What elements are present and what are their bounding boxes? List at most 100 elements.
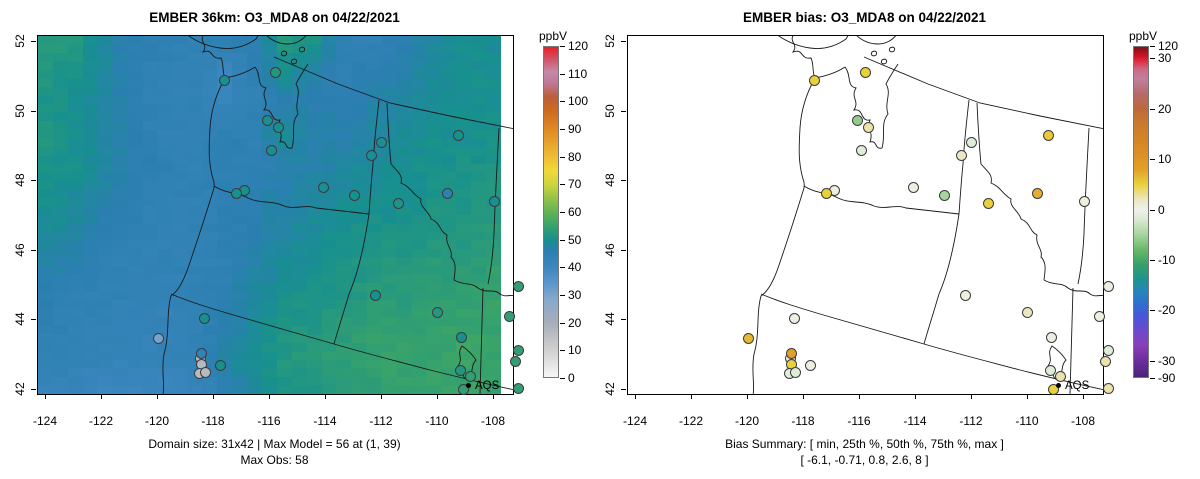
colorbar-tick-label: 120 (1158, 39, 1179, 53)
y-tick-label: 52 (603, 34, 617, 48)
station-dot (375, 136, 387, 148)
y-tick-label: 42 (13, 382, 27, 396)
colorbar-tick-label: 10 (1158, 152, 1172, 167)
y-tick-mark (621, 249, 626, 251)
y-tick-mark (621, 110, 626, 112)
station-dot (1093, 310, 1105, 322)
x-tick-label: -108 (480, 414, 506, 428)
colorbar-tick-label: 50 (568, 232, 582, 247)
colorbar-tick-label: 20 (1158, 101, 1172, 116)
y-tick-mark (621, 389, 626, 390)
station-dot (452, 129, 464, 141)
station-dot (1054, 370, 1066, 382)
y-tick-mark (31, 319, 36, 321)
station-dot (1031, 187, 1043, 199)
colorbar-tick-mark (560, 212, 565, 213)
station-dot (392, 197, 404, 209)
station-dot (907, 181, 919, 193)
station-dot (512, 344, 524, 356)
coastline-borders-layer (162, 36, 513, 394)
x-tick-mark (437, 394, 438, 399)
coastline-borders-layer (752, 36, 1103, 394)
x-tick-label: -122 (678, 414, 704, 428)
colorbar-tick-mark (560, 129, 565, 130)
colorbar-tick-mark (560, 73, 565, 75)
station-dot (457, 383, 469, 395)
colorbar-tick-mark (1150, 360, 1155, 362)
colorbar-tick-label: 70 (568, 177, 582, 192)
x-tick-label: -114 (903, 414, 927, 428)
x-tick-label: -118 (791, 414, 815, 428)
station-dot (965, 136, 977, 148)
station-dot (982, 197, 994, 209)
x-tick-label: -120 (734, 414, 760, 428)
colorbar-tick-mark (1150, 58, 1155, 60)
x-tick-label: -122 (88, 414, 114, 428)
colorbar-tick-label: 40 (568, 260, 582, 275)
x-tick-mark (803, 394, 804, 399)
bias-caption-line1: Bias Summary: [ min, 25th %, 50th %, 75t… (725, 437, 1004, 451)
station-dot (512, 280, 524, 292)
model-raster-heatmap (38, 36, 501, 394)
colorbar-unit-label: ppbV (1129, 29, 1158, 43)
station-dot (269, 66, 281, 78)
x-tick-mark (493, 394, 494, 399)
colorbar-tick-mark (1150, 259, 1155, 261)
colorbar-tick-label: 20 (568, 315, 582, 330)
station-dot (348, 189, 360, 201)
x-tick-label: -112 (369, 414, 393, 428)
station-dot (1045, 331, 1057, 343)
bias-colorbar-gradient (1133, 46, 1149, 378)
colorbar-tick-mark (1150, 159, 1155, 161)
colorbar-tick-mark (1150, 378, 1155, 379)
station-dot (742, 332, 754, 344)
x-tick-mark (691, 394, 692, 399)
x-tick-mark (269, 394, 270, 399)
station-dot (454, 364, 466, 376)
colorbar-tick-label: 120 (568, 39, 589, 53)
colorbar-tick-mark (560, 350, 565, 352)
station-dot (859, 66, 871, 78)
colorbar-tick-mark (560, 46, 565, 47)
station-dot (198, 312, 210, 324)
station-dot (369, 289, 381, 301)
x-tick-label: -120 (144, 414, 170, 428)
y-tick-label: 46 (603, 243, 617, 257)
bias-panel-title: EMBER bias: O3_MDA8 on 04/22/2021 (742, 10, 987, 25)
bias-map-plot-area: AQS (627, 35, 1114, 395)
station-dot (785, 347, 797, 359)
model-caption-line2: Max Obs: 58 (240, 453, 309, 467)
colorbar-tick-mark (560, 378, 565, 379)
model-caption-line1: Domain size: 31x42 | Max Model = 56 at (… (148, 437, 401, 451)
y-tick-label: 50 (603, 103, 617, 118)
y-tick-mark (621, 180, 626, 182)
aqs-legend: AQS (1056, 380, 1089, 392)
y-tick-mark (621, 41, 626, 42)
y-tick-label: 44 (13, 312, 27, 327)
station-dot (509, 355, 521, 367)
station-dot (1047, 383, 1059, 395)
y-tick-mark (621, 319, 626, 321)
colorbar-tick-mark (1150, 108, 1155, 110)
y-tick-label: 52 (13, 34, 27, 48)
colorbar-tick-label: -90 (1158, 371, 1176, 385)
model-map-panel: EMBER 36km: O3_MDA8 on 04/22/2021 AQS -1… (13, 10, 589, 467)
x-tick-label: -112 (959, 414, 983, 428)
station-dot (152, 332, 164, 344)
model-panel-title: EMBER 36km: O3_MDA8 on 04/22/2021 (149, 10, 400, 25)
station-dot (1021, 306, 1033, 318)
x-tick-mark (45, 394, 46, 399)
station-dot (1078, 195, 1090, 207)
colorbar-tick-mark (560, 322, 565, 324)
colorbar-tick-label: -30 (1158, 353, 1176, 368)
x-tick-mark (381, 394, 382, 399)
x-tick-mark (859, 394, 860, 399)
x-tick-mark (915, 394, 916, 399)
aqs-legend: AQS (466, 380, 499, 392)
station-dot (938, 189, 950, 201)
y-tick-mark (31, 110, 36, 112)
x-tick-mark (971, 394, 972, 399)
station-dot (1102, 344, 1114, 356)
x-tick-label: -124 (32, 414, 58, 428)
aqs-legend-label: AQS (475, 380, 500, 392)
